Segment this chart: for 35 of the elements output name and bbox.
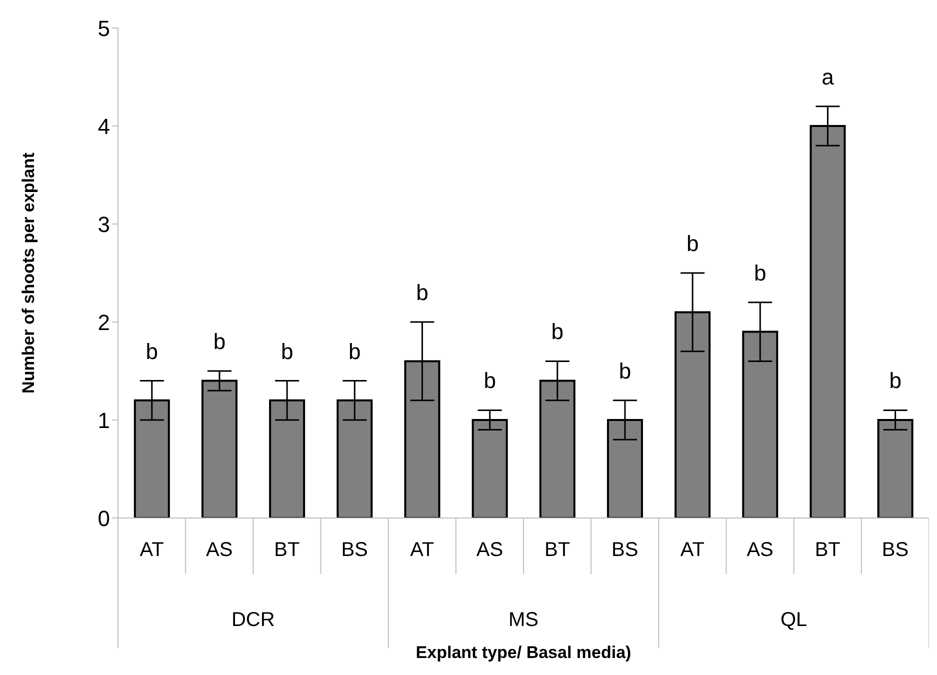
x-tick-label: BS [882,539,909,561]
y-axis-title: Number of shoots per explant [19,152,38,394]
x-tick-label: AS [476,539,504,561]
y-tick-label: 0 [98,506,110,531]
x-tick-label: BS [612,539,638,561]
data-label: b [686,231,699,256]
x-tick-label: AS [746,539,774,561]
x-tick-label: AT [410,539,434,561]
y-tick-label: 2 [98,310,110,335]
x-tick-label: BS [341,539,368,561]
x-tick-label: AT [140,539,164,561]
text: QL [780,609,808,631]
y-tick-label: 5 [98,16,110,41]
data-label: b [280,338,294,364]
y-tick-label: 3 [98,212,110,237]
data-label: b [754,260,766,286]
data-label: b [551,319,564,344]
data-label: b [213,329,226,354]
text: MS [508,609,538,631]
x-axis-title: Explant type/ Basal media) [416,643,632,662]
text: DCR [231,609,275,631]
x-tick-label: BT [274,539,300,561]
y-tick-label: 4 [98,114,110,139]
data-label: b [348,338,361,364]
data-label: b [618,358,632,384]
data-label: b [484,368,496,394]
x-tick-label: AS [206,539,233,561]
x-tick-label: AT [680,539,704,561]
data-label: b [889,368,902,394]
data-label: a [822,64,835,90]
data-label: b [146,338,158,364]
x-tick-label: BT [544,539,570,561]
y-tick-label: 1 [98,408,110,433]
data-label: b [416,280,428,305]
x-tick-label: BT [814,539,840,561]
